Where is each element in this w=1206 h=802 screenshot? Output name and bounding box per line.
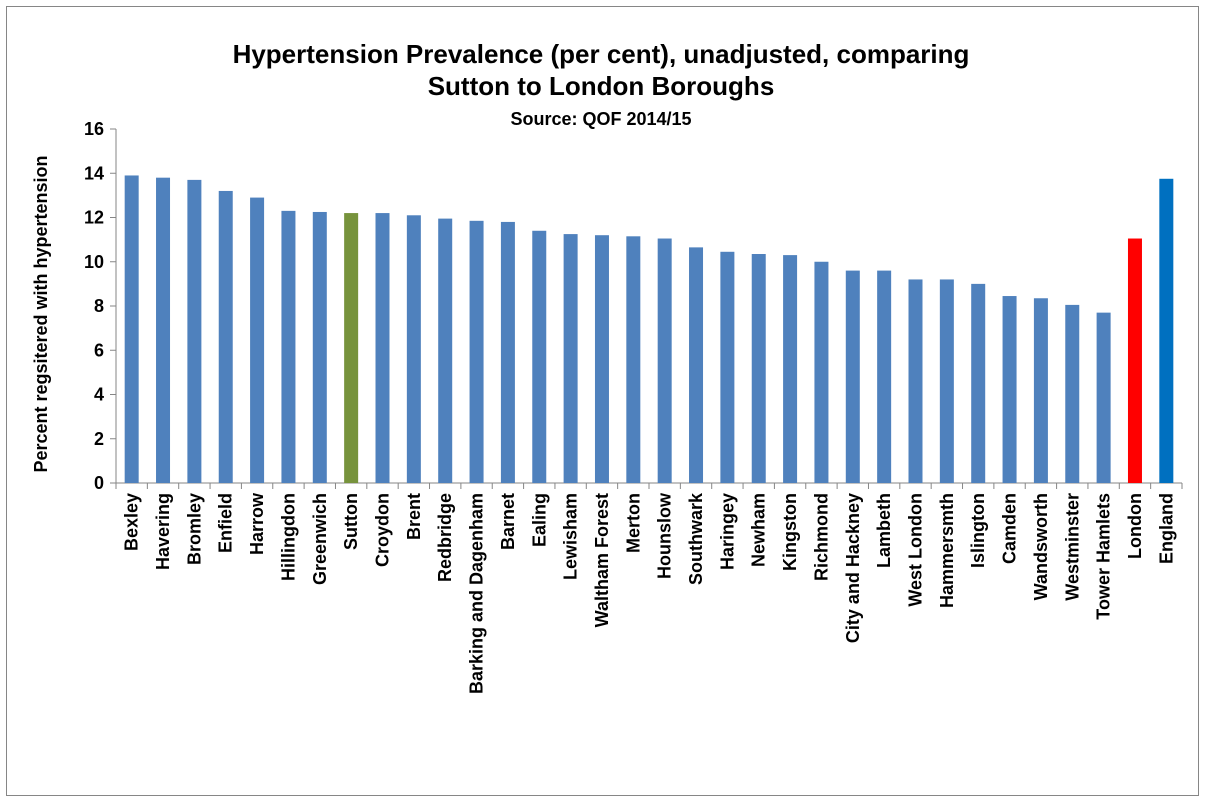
chart-title-line-1: Hypertension Prevalence (per cent), unad… [233,39,970,69]
x-category-label: Tower Hamlets [1094,493,1114,620]
x-category-label: West London [906,493,926,607]
x-category-label: Kingston [780,493,800,571]
y-tick-label: 12 [84,208,104,228]
x-category-label: Wandsworth [1031,493,1051,600]
y-tick-label: 14 [84,163,104,183]
y-axis-label: Percent regsitered with hypertension [31,155,51,472]
bar-southwark [689,247,704,483]
x-category-label: Lewisham [561,493,581,580]
y-tick-label: 0 [94,473,104,493]
chart-subtitle: Source: QOF 2014/15 [510,109,691,129]
x-category-label: England [1156,493,1176,564]
bar-waltham-forest [594,235,609,483]
x-category-label: Hammersmth [937,493,957,608]
x-category-label: Havering [153,493,173,570]
x-category-label: Hounslow [655,492,675,579]
bar-london [1127,238,1142,483]
bar-bromley [187,179,202,483]
x-category-label: City and Hackney [843,493,863,643]
y-tick-label: 10 [84,252,104,272]
y-tick-label: 6 [94,340,104,360]
bar-bexley [124,175,139,483]
x-category-label: Sutton [341,493,361,550]
bar-enfield [218,190,233,483]
bar-kingston [783,255,798,483]
x-category-label: Southwark [686,492,706,585]
bar-lambeth [877,270,892,483]
x-category-label: Merton [623,493,643,553]
x-category-label: Croydon [373,493,393,567]
x-category-label: Greenwich [310,493,330,585]
x-category-label: Waltham Forest [592,493,612,627]
bar-camden [1002,296,1017,483]
x-category-label: Enfield [216,493,236,553]
x-category-label: Richmond [811,493,831,581]
x-category-label: Lambeth [874,493,894,568]
bar-west-london [908,279,923,483]
bar-newham [751,254,766,483]
bar-greenwich [312,211,327,483]
x-category-label: Newham [749,493,769,567]
hypertension-bar-chart: Hypertension Prevalence (per cent), unad… [31,39,1183,694]
bar-westminster [1065,304,1080,483]
x-category-label: Islington [968,493,988,568]
bar-harrow [250,197,265,483]
x-category-label: Haringey [717,493,737,570]
x-category-label: Westminster [1062,493,1082,601]
y-tick-label: 16 [84,119,104,139]
bar-wandsworth [1033,298,1048,483]
bar-ealing [532,230,547,483]
x-category-label: London [1125,493,1145,559]
chart-title-line-2: Sutton to London Boroughs [428,71,775,101]
bar-merton [626,236,641,483]
bar-tower-hamlets [1096,312,1111,483]
x-category-label: Camden [1000,493,1020,564]
x-category-label: Barnet [498,493,518,550]
bar-haringey [720,251,735,483]
bar-redbridge [438,218,453,483]
x-category-label: Brent [404,493,424,540]
x-category-label: Bromley [184,493,204,565]
x-category-label: Harrow [247,492,267,555]
chart-frame: Hypertension Prevalence (per cent), unad… [6,6,1199,796]
bar-hounslow [657,238,672,483]
y-tick-label: 8 [94,296,104,316]
bar-havering [156,177,171,484]
x-category-label: Barking and Dagenham [467,493,487,694]
bar-city-and-hackney [845,270,860,483]
y-tick-label: 4 [94,385,104,405]
x-category-label: Hillingdon [278,493,298,581]
bar-croydon [375,213,390,483]
x-category-label: Redbridge [435,493,455,582]
bar-lewisham [563,234,578,483]
bar-hillingdon [281,210,296,484]
bar-islington [971,283,986,483]
bar-brent [406,215,421,483]
bar-barnet [500,221,515,484]
x-category-label: Bexley [122,493,142,551]
bar-barking-and-dagenham [469,220,484,483]
bar-sutton [344,213,359,483]
plot-area: 0 2 4 6 8 10 12 14 16 Bexley Havering Bromley Enfiel… [84,119,1183,694]
x-category-label: Ealing [529,493,549,547]
y-tick-label: 2 [94,429,104,449]
bar-richmond [814,261,829,483]
bar-hammersmth [939,279,954,483]
bar-england [1159,178,1174,483]
